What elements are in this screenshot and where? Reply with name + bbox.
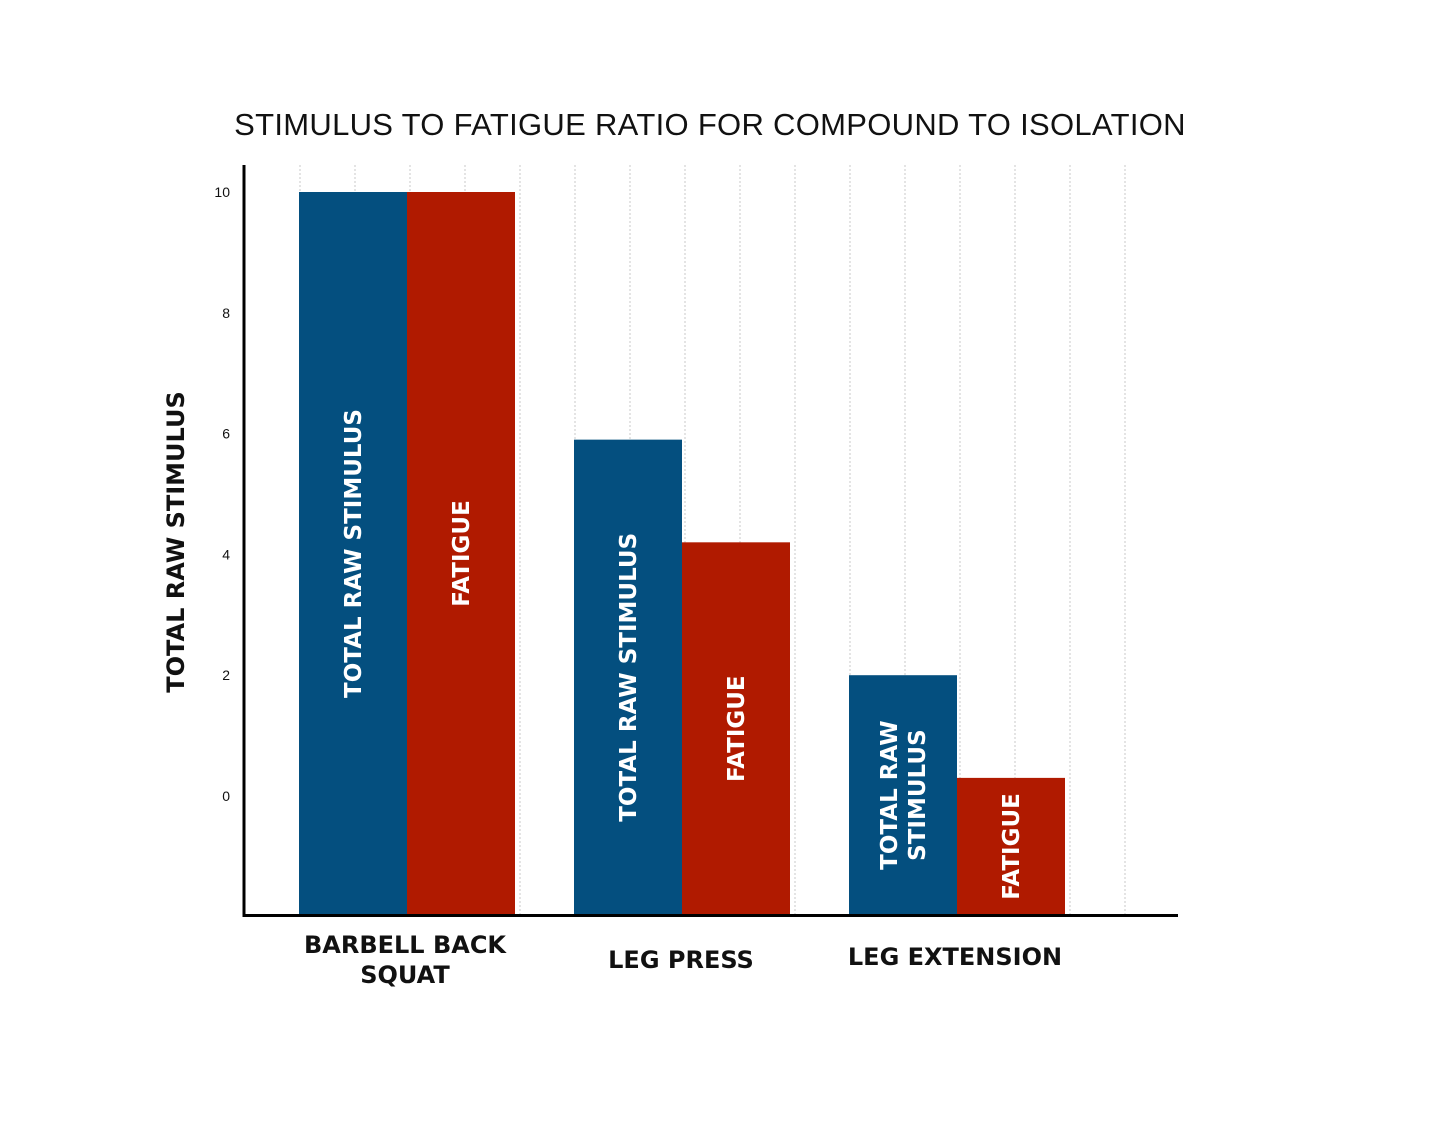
stimulus-bar — [299, 192, 407, 915]
y-tick-label: 2 — [222, 667, 230, 683]
y-tick-label: 0 — [222, 788, 230, 804]
y-tick-label: 10 — [214, 184, 230, 200]
y-tick-label: 6 — [222, 426, 230, 442]
y-ticks: 0 2 4 6 8 10 — [214, 184, 230, 804]
x-category-label: LEG PRESS — [608, 946, 754, 974]
stimulus-bar-label: TOTAL RAWSTIMULUS — [877, 720, 931, 869]
fatigue-bar — [682, 542, 790, 915]
fatigue-bar-label: FATIGUE — [724, 675, 750, 782]
fatigue-bar — [957, 777, 1065, 915]
y-axis-label: TOTAL RAW STIMULUS — [162, 391, 190, 692]
fatigue-bar — [407, 192, 515, 915]
fatigue-bar-label: FATIGUE — [449, 500, 475, 607]
y-tick-label: 4 — [222, 546, 230, 562]
x-category-labels: BARBELL BACK SQUAT LEG PRESS LEG EXTENSION — [304, 931, 1062, 989]
stimulus-bar — [849, 675, 957, 915]
stimulus-bar-label: TOTAL RAW STIMULUS — [616, 533, 642, 822]
stimulus-bar-label: TOTAL RAW STIMULUS — [341, 409, 367, 698]
chart-title: STIMULUS TO FATIGUE RATIO FOR COMPOUND T… — [234, 107, 1186, 142]
fatigue-bar-label: FATIGUE — [999, 793, 1025, 900]
x-category-label: BARBELL BACK SQUAT — [304, 931, 507, 989]
bars — [299, 192, 1065, 915]
bar-labels: TOTAL RAW STIMULUS TOTAL RAW STIMULUS TOTA… — [341, 409, 1025, 900]
x-category-label: LEG EXTENSION — [848, 943, 1062, 971]
stimulus-bar — [574, 439, 682, 915]
y-tick-label: 8 — [222, 305, 230, 321]
